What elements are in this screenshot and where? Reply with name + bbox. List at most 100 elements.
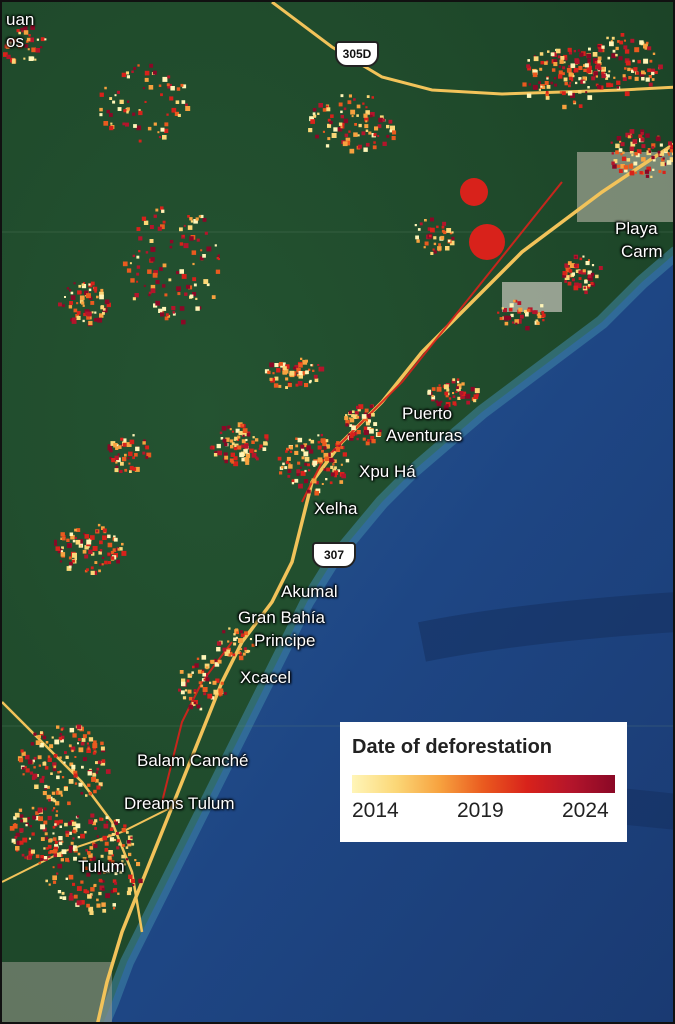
deforestation-pixel	[213, 453, 218, 457]
deforestation-pixel	[112, 903, 116, 907]
deforestation-pixel	[107, 855, 112, 860]
deforestation-pixel	[78, 284, 82, 288]
deforestation-pixel	[166, 113, 169, 116]
deforestation-pixel	[101, 759, 106, 763]
deforestation-pixel	[507, 315, 512, 320]
deforestation-pixel	[76, 310, 81, 315]
deforestation-pixel	[192, 698, 195, 701]
deforestation-pixel	[313, 374, 318, 379]
deforestation-pixel	[593, 58, 598, 64]
deforestation-pixel	[558, 74, 563, 79]
deforestation-pixel	[234, 443, 239, 448]
deforestation-pixel	[54, 542, 58, 546]
deforestation-pixel	[215, 269, 221, 274]
deforestation-pixel	[162, 76, 168, 82]
deforestation-pixel	[571, 272, 575, 276]
deforestation-pixel	[364, 408, 369, 413]
deforestation-pixel	[297, 437, 303, 443]
deforestation-pixel	[634, 152, 638, 156]
deforestation-pixel	[378, 117, 383, 123]
deforestation-pixel	[90, 566, 94, 570]
deforestation-pixel	[114, 455, 119, 461]
deforestation-pixel	[32, 815, 37, 820]
place-label-akumal: Akumal	[281, 582, 338, 601]
deforestation-pixel	[239, 652, 242, 655]
deforestation-pixel	[654, 70, 658, 74]
deforestation-pixel	[145, 251, 149, 254]
deforestation-pixel	[76, 886, 82, 891]
deforestation-pixel	[186, 679, 190, 683]
deforestation-pixel	[77, 290, 82, 295]
deforestation-pixel	[449, 231, 453, 235]
deforestation-pixel	[214, 244, 217, 247]
deforestation-pixel	[365, 142, 370, 147]
deforestation-pixel	[619, 40, 624, 45]
deforestation-pixel	[570, 63, 576, 69]
deforestation-pixel	[176, 286, 181, 292]
deforestation-pixel	[61, 840, 64, 843]
deforestation-pixel	[329, 481, 333, 485]
deforestation-pixel	[628, 76, 632, 80]
deforestation-pixel	[158, 136, 161, 139]
deforestation-pixel	[334, 466, 337, 470]
deforestation-pixel	[162, 263, 167, 268]
deforestation-pixel	[601, 73, 606, 79]
deforestation-pixel	[53, 765, 57, 769]
deforestation-pixel	[101, 887, 105, 891]
deforestation-pixel	[58, 839, 61, 842]
deforestation-pixel	[70, 295, 76, 300]
deforestation-pixel	[121, 828, 126, 833]
deforestation-pixel	[160, 224, 165, 230]
deforestation-pixel	[329, 457, 334, 463]
deforestation-pixel	[648, 75, 652, 79]
place-label-playa: Playa	[615, 219, 658, 238]
deforestation-pixel	[473, 394, 479, 399]
deforestation-pixel	[232, 653, 236, 657]
deforestation-pixel	[662, 157, 665, 160]
deforestation-pixel	[18, 31, 21, 35]
deforestation-pixel	[358, 404, 364, 410]
deforestation-pixel	[181, 678, 186, 683]
deforestation-pixel	[71, 749, 74, 753]
deforestation-pixel	[60, 794, 63, 797]
deforestation-pixel	[90, 281, 95, 286]
deforestation-pixel	[220, 437, 224, 440]
deforestation-pixel	[233, 637, 237, 641]
deforestation-pixel	[185, 103, 188, 107]
deforestation-pixel	[205, 677, 210, 682]
deforestation-pixel	[144, 100, 147, 103]
deforestation-pixel	[298, 363, 303, 368]
deforestation-pixel	[353, 132, 358, 137]
deforestation-pixel	[524, 309, 528, 314]
deforestation-pixel	[276, 368, 281, 373]
deforestation-pixel	[28, 56, 34, 61]
deforestation-pixel	[113, 537, 118, 542]
deforestation-pixel	[110, 860, 115, 864]
deforestation-pixel	[326, 445, 330, 449]
deforestation-pixel	[358, 416, 361, 419]
deforestation-pixel	[61, 776, 65, 779]
deforestation-pixel	[39, 858, 43, 861]
deforestation-pixel	[60, 537, 63, 540]
deforestation-pixel	[237, 422, 243, 428]
deforestation-pixel	[560, 56, 565, 61]
deforestation-pixel	[595, 75, 598, 78]
deforestation-pixel	[130, 278, 135, 283]
deforestation-pixel	[82, 304, 85, 307]
deforestation-pixel	[222, 647, 227, 652]
deforestation-pixel	[568, 84, 571, 88]
deforestation-pixel	[578, 77, 582, 81]
place-label: os	[6, 32, 24, 51]
deforestation-pixel	[310, 439, 315, 444]
deforestation-pixel	[86, 568, 89, 572]
deforestation-pixel	[624, 168, 628, 173]
deforestation-pixel	[28, 837, 31, 840]
deforestation-pixel	[310, 364, 313, 367]
deforestation-pixel	[99, 113, 103, 117]
deforestation-pixel	[61, 849, 67, 855]
deforestation-pixel	[102, 835, 108, 841]
deforestation-pixel	[191, 671, 194, 674]
deforestation-pixel	[304, 469, 307, 473]
deforestation-pixel	[369, 404, 373, 408]
